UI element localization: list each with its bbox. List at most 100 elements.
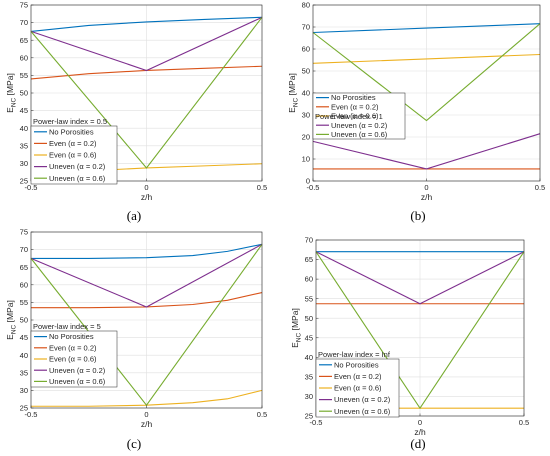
chart-panel-a: 25 30 35 40 45 50 55 60 65 70 75 -0.5 0 0.5 z/h ENC [MP… — [5, 1, 267, 223]
y-tick-label: 30 — [20, 386, 28, 395]
x-tick-label: 0.5 — [257, 410, 267, 419]
legend-entry: Uneven (α = 0.2) — [334, 395, 391, 404]
y-tick-label: 55 — [20, 71, 28, 80]
legend-entry: Uneven (α = 0.2) — [49, 366, 106, 375]
series-line-uneven-0-2 — [312, 133, 541, 170]
y-axis-label: ENC [MPa] — [287, 73, 300, 113]
y-axis-label: ENC [MPa] — [5, 73, 18, 113]
legend-entry: Uneven (α = 0.6) — [331, 130, 388, 139]
y-tick-label: 70 — [305, 236, 313, 245]
legend-entry: Even (α = 0.6) — [49, 355, 97, 364]
series-line-even-0-2 — [31, 292, 263, 309]
series-line-uneven-0-6 — [315, 251, 525, 410]
panel-caption: (a) — [127, 208, 141, 223]
y-tick-label: 40 — [302, 89, 310, 98]
panel-caption: (b) — [410, 208, 425, 223]
x-tick-label: 0 — [144, 183, 148, 192]
y-tick-label: 30 — [305, 392, 313, 401]
y-tick-label: 60 — [305, 275, 313, 284]
y-tick-label: 45 — [305, 333, 313, 342]
y-tick-label: 55 — [20, 298, 28, 307]
x-axis-label: z/h — [141, 192, 153, 202]
y-tick-label: 20 — [302, 133, 310, 142]
y-tick-label: 70 — [302, 23, 310, 32]
y-tick-label: 35 — [20, 368, 28, 377]
legend-entry: Uneven (α = 0.6) — [49, 174, 106, 183]
y-tick-label: 40 — [305, 353, 313, 362]
legend-entry: Uneven (α = 0.6) — [334, 407, 391, 416]
legend-entry: Uneven (α = 0.2) — [49, 162, 106, 171]
y-tick-label: 65 — [20, 263, 28, 272]
x-tick-label: 0 — [424, 183, 428, 192]
y-tick-label: 50 — [305, 314, 313, 323]
legend-entry: Even (α = 0.2) — [331, 102, 379, 111]
y-tick-label: 45 — [20, 333, 28, 342]
series-line-uneven-0-2 — [315, 251, 525, 305]
legend-entry: Even (α = 0.2) — [49, 139, 97, 148]
y-tick-label: 65 — [305, 255, 313, 264]
power-law-annotation: Power-law index = 0.5 — [33, 117, 107, 126]
y-tick-label: 40 — [20, 124, 28, 133]
x-tick-label: 0.5 — [519, 418, 529, 427]
chart-panel-c: 25 30 35 40 45 50 55 60 65 70 75 -0.5 0 0.5 z/h ENC [MP… — [5, 228, 267, 451]
power-law-annotation: Power-law index = 1 — [315, 112, 383, 121]
y-tick-label: 10 — [302, 155, 310, 164]
series-line-no-porosities — [31, 243, 263, 259]
legend-entry: Even (α = 0.6) — [331, 112, 379, 121]
legend-entry: Even (α = 0.6) — [49, 151, 97, 160]
y-tick-label: 50 — [20, 89, 28, 98]
legend-entry: No Porosities — [334, 360, 379, 369]
series-line-no-porosities — [312, 23, 541, 34]
series-line-uneven-0-2 — [30, 16, 263, 72]
y-tick-label: 75 — [20, 1, 28, 10]
y-tick-label: 55 — [305, 294, 313, 303]
x-axis-label: z/h — [141, 419, 153, 429]
y-tick-label: 35 — [20, 141, 28, 150]
legend: No Porosities Even (α = 0.2) Even (α = 0.6… — [315, 358, 400, 418]
y-tick-label: 25 — [20, 404, 28, 413]
y-tick-label: 70 — [20, 18, 28, 27]
series-line-uneven-0-6 — [312, 23, 541, 122]
y-tick-label: 80 — [302, 1, 310, 10]
legend-entry: Even (α = 0.2) — [49, 343, 97, 352]
y-tick-label: 0 — [306, 177, 310, 186]
x-axis-label: z/h — [421, 192, 433, 202]
x-tick-label: 0.5 — [257, 183, 267, 192]
y-axis-label: ENC [MPa] — [5, 300, 18, 340]
y-tick-label: 50 — [20, 316, 28, 325]
y-tick-label: 40 — [20, 351, 28, 360]
x-tick-label: -0.5 — [25, 183, 38, 192]
legend: No Porosities Even (α = 0.2) Even (α = 0.6… — [30, 125, 118, 185]
y-tick-label: 35 — [305, 372, 313, 381]
y-tick-label: 70 — [20, 245, 28, 254]
y-tick-label: 25 — [305, 412, 313, 421]
legend-entry: No Porosities — [49, 127, 94, 136]
legend-entry: Even (α = 0.6) — [334, 384, 382, 393]
series-line-no-porosities — [30, 16, 263, 32]
y-tick-label: 30 — [20, 159, 28, 168]
panel-caption: (c) — [127, 436, 141, 451]
power-law-annotation: Power-law index = 5 — [33, 322, 101, 331]
y-tick-label: 75 — [20, 228, 28, 237]
y-axis-label: ENC [MPa] — [290, 308, 303, 348]
chart-panel-d: 25 30 35 40 45 50 55 60 65 70 -0.5 0 0.5 z/h ENC [MPa]… — [290, 236, 529, 451]
legend-entry: Even (α = 0.2) — [334, 372, 382, 381]
y-tick-label: 65 — [20, 36, 28, 45]
x-tick-label: 0 — [418, 418, 422, 427]
y-tick-label: 60 — [302, 45, 310, 54]
panel-caption: (d) — [410, 436, 425, 451]
y-tick-label: 60 — [20, 53, 28, 62]
x-tick-label: 0 — [144, 410, 148, 419]
legend: No Porosities Even (α = 0.2) Even (α = 0.6… — [30, 330, 118, 388]
legend-entry: No Porosities — [49, 332, 94, 341]
y-tick-label: 30 — [302, 111, 310, 120]
series-line-uneven-0-2 — [30, 243, 263, 308]
legend-entry: Uneven (α = 0.6) — [49, 377, 106, 386]
x-tick-label: -0.5 — [25, 410, 38, 419]
x-tick-label: -0.5 — [307, 183, 320, 192]
x-axis-label: z/h — [414, 427, 426, 437]
series-line-uneven-0-6 — [30, 243, 263, 407]
